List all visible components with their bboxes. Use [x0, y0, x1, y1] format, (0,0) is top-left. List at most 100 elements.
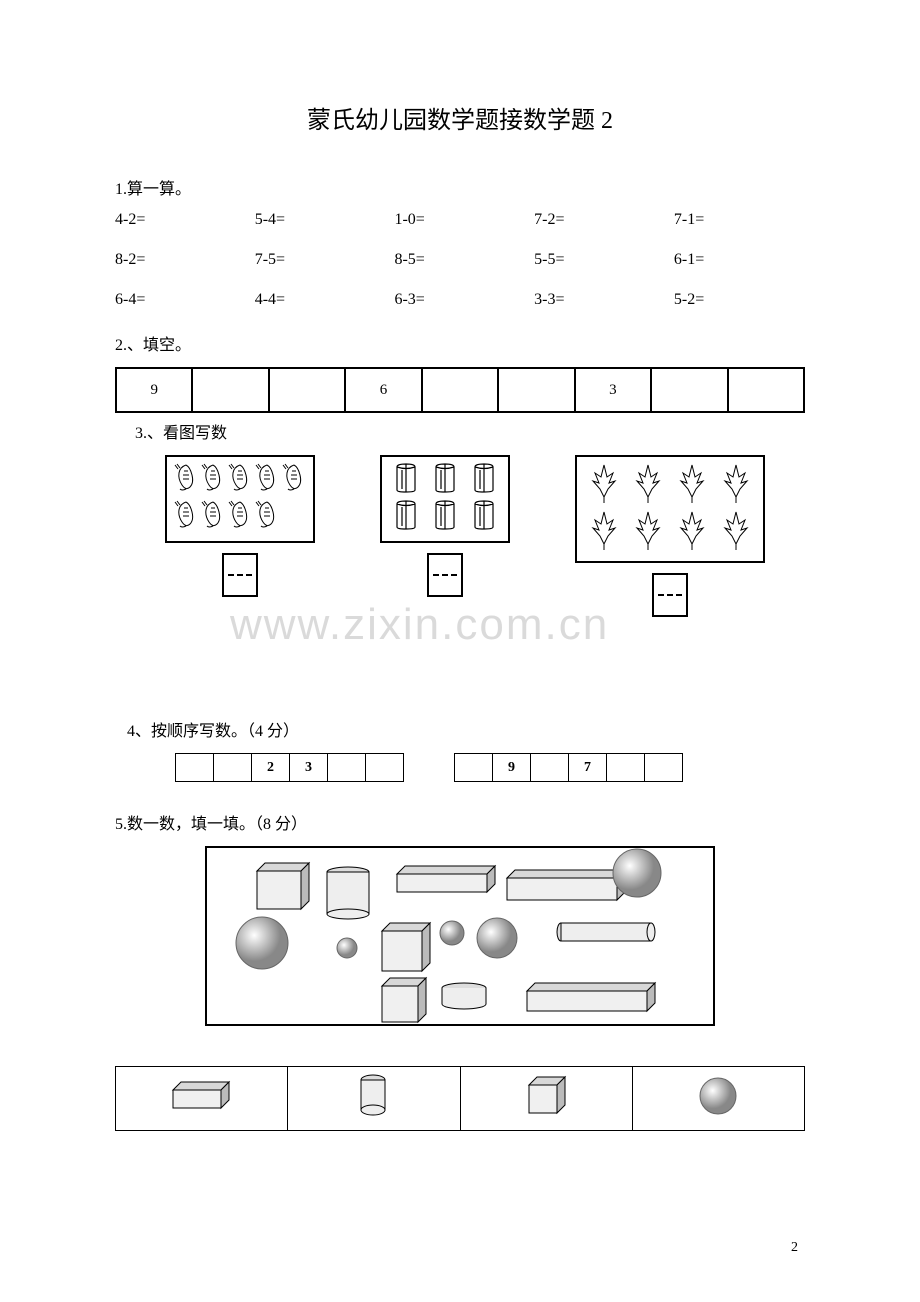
- page-title: 蒙氏幼儿园数学题接数学题 2: [115, 100, 805, 135]
- window-icon: [393, 500, 419, 535]
- window-icon: [432, 463, 458, 498]
- arith-cell: 4-2=: [115, 211, 246, 229]
- arith-cell: 5-5=: [534, 251, 665, 269]
- shrimp-icon: [255, 463, 279, 498]
- answer-box: [427, 553, 463, 597]
- count-box: [165, 455, 315, 543]
- seq-cell: [531, 754, 569, 782]
- shrimp-icon: [255, 500, 279, 535]
- fill-cell: [498, 368, 574, 412]
- q2-table: 9 6 3: [115, 367, 805, 413]
- arith-cell: 6-3=: [394, 291, 525, 309]
- dash-line: [228, 574, 252, 576]
- cuboid-icon: [527, 983, 655, 1011]
- seq-cell: [328, 754, 366, 782]
- q4-tables: 2397: [115, 753, 805, 782]
- q4-label: 4、按顺序写数。（4 分）: [115, 717, 805, 741]
- shrimp-icon: [174, 500, 198, 535]
- sphere-icon: [613, 849, 661, 897]
- seq-table: 23: [175, 753, 404, 782]
- shrimp-icon: [228, 500, 252, 535]
- q2-label: 2.、填空。: [115, 331, 805, 355]
- legend-cell-cylinder: [288, 1067, 460, 1131]
- fill-cell: 9: [116, 368, 192, 412]
- seq-cell: 9: [493, 754, 531, 782]
- sphere-icon: [693, 1106, 743, 1123]
- arith-row: 8-2=7-5=8-5=5-5=6-1=: [115, 251, 805, 269]
- seq-cell: [455, 754, 493, 782]
- dash-line: [433, 574, 457, 576]
- q3-label: 3.、看图写数: [115, 419, 805, 443]
- q5-scene: [205, 846, 715, 1026]
- cuboid-icon: [382, 978, 426, 1022]
- legend-cell-cuboid: [116, 1067, 288, 1131]
- cabbage-icon: [631, 463, 665, 508]
- fill-cell: 3: [575, 368, 651, 412]
- tube-icon: [557, 923, 655, 941]
- arith-cell: 1-0=: [394, 211, 525, 229]
- q3-row: [115, 455, 805, 617]
- fill-cell: [269, 368, 345, 412]
- legend-cell-sphere: [632, 1067, 804, 1131]
- fill-cell: 6: [345, 368, 421, 412]
- cuboid-icon: [382, 923, 430, 971]
- arith-cell: 4-4=: [255, 291, 386, 309]
- cube-icon: [521, 1106, 571, 1123]
- cuboid-icon: [507, 870, 625, 900]
- arith-cell: 6-1=: [674, 251, 805, 269]
- answer-box: [652, 573, 688, 617]
- arith-row: 6-4= 4-4= 6-3= 3-3= 5-2=: [115, 291, 805, 309]
- window-icon: [393, 463, 419, 498]
- arith-row: 4-2= 5-4= 1-0= 7-2= 7-1=: [115, 211, 805, 229]
- cylinder-icon: [349, 1107, 399, 1124]
- answer-box: [222, 553, 258, 597]
- disc-icon: [442, 983, 486, 1009]
- q1-label: 1.算一算。: [115, 175, 805, 199]
- sphere-icon: [236, 917, 288, 969]
- cylinder-icon: [327, 867, 369, 919]
- arith-cell: 8-5=: [394, 251, 525, 269]
- fill-cell: [728, 368, 805, 412]
- window-icon: [432, 500, 458, 535]
- cuboid-icon: [397, 866, 495, 892]
- shrimp-icon: [282, 463, 306, 498]
- window-icon: [471, 500, 497, 535]
- arith-cell: 3-3=: [534, 291, 665, 309]
- fill-cell: [192, 368, 268, 412]
- count-block: [165, 455, 315, 617]
- shrimp-icon: [228, 463, 252, 498]
- arith-cell: 7-2=: [534, 211, 665, 229]
- cuboid-icon: [173, 1082, 229, 1108]
- cabbage-icon: [719, 463, 753, 508]
- q5-legend-table: [115, 1066, 805, 1131]
- window-icon: [471, 463, 497, 498]
- shrimp-icon: [201, 500, 225, 535]
- q5-label: 5.数一数，填一填。（8 分）: [115, 810, 805, 834]
- shrimp-icon: [174, 463, 198, 498]
- arith-cell: 5-4=: [255, 211, 386, 229]
- shrimp-icon: [201, 463, 225, 498]
- count-box: [575, 455, 765, 563]
- dash-line: [658, 594, 682, 596]
- seq-cell: 7: [569, 754, 607, 782]
- q1-arith: 4-2=5-4=1-0=7-2=7-1=8-2=7-5=8-5=5-5=6-1=…: [115, 211, 805, 309]
- arith-cell: 7-1=: [674, 211, 805, 229]
- seq-cell: [214, 754, 252, 782]
- sphere-icon: [477, 918, 517, 958]
- seq-cell: [366, 754, 404, 782]
- cabbage-icon: [719, 510, 753, 555]
- arith-cell: 6-4=: [115, 291, 246, 309]
- legend-cell-cube: [460, 1067, 632, 1131]
- seq-table: 97: [454, 753, 683, 782]
- arith-cell: 5-2=: [674, 291, 805, 309]
- seq-cell: 3: [290, 754, 328, 782]
- cuboid-icon: [529, 1077, 565, 1113]
- cylinder-icon: [361, 1075, 385, 1115]
- fill-cell: [651, 368, 727, 412]
- cabbage-icon: [631, 510, 665, 555]
- arith-cell: 8-2=: [115, 251, 246, 269]
- count-block: [380, 455, 510, 617]
- cabbage-icon: [587, 463, 621, 508]
- fill-cell: [422, 368, 498, 412]
- count-block: [575, 455, 765, 617]
